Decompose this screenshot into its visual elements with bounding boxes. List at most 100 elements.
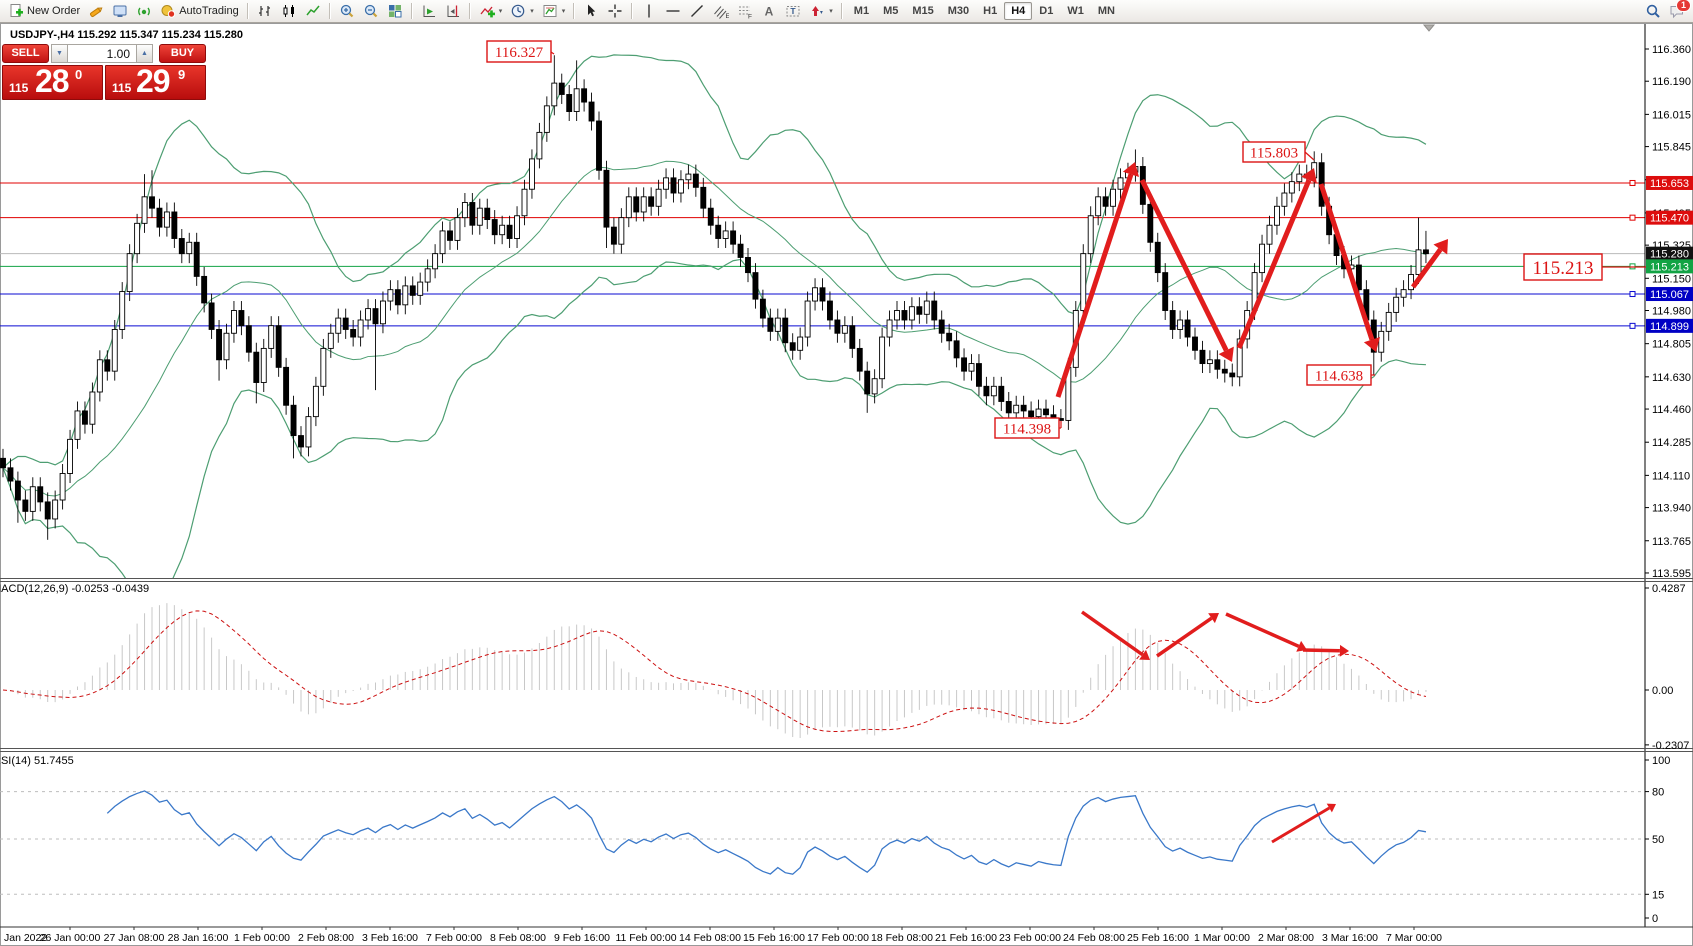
timeframe-button-h1[interactable]: H1 (983, 5, 998, 17)
macd-trend-arrows[interactable] (1080, 610, 1349, 660)
price-annotation-box[interactable] (994, 417, 1060, 439)
notifications-button[interactable]: 1 (1665, 0, 1691, 22)
timeframe-button-d1[interactable]: D1 (1039, 5, 1054, 17)
signals-button[interactable] (132, 0, 156, 22)
symbol-ohlc-line: USDJPY-,H4 115.292 115.347 115.234 115.2… (10, 29, 243, 41)
order-controls: SELL ▼ ▲ BUY (2, 44, 206, 63)
toolbar-separator (246, 3, 249, 19)
search-button[interactable] (1641, 0, 1665, 22)
templates-icon (542, 3, 558, 19)
trendline-icon (689, 3, 705, 19)
zoom-in-icon (339, 3, 355, 19)
text-icon: A (761, 3, 777, 19)
crosshair-button[interactable] (603, 0, 627, 22)
new-order-icon (8, 3, 24, 19)
price-axis-badge-label: 114.899 (1650, 321, 1689, 333)
fibo-icon: F (737, 3, 753, 19)
rsi-axis: 100 80 50 15 0 (1645, 755, 1670, 925)
bar-chart-button[interactable] (253, 0, 277, 22)
main-toolbar: New Order AutoTrading ▾ ▾ ▾ E F A T ▾ M1 M5 M15 M30 H1… (0, 0, 1693, 23)
macd-panel: MACD(12,26,9) -0.0253 -0.0439 (0, 583, 1427, 738)
svg-text:F: F (748, 14, 752, 20)
buy-button[interactable]: BUY (159, 44, 206, 63)
timeframe-button-m30[interactable]: M30 (947, 5, 970, 17)
sell-price-pips: 28 (35, 63, 70, 99)
cursor-button[interactable] (579, 0, 603, 22)
rsi-line (106, 790, 1427, 875)
price-annotation-box[interactable] (1242, 141, 1306, 163)
vertical-line-button[interactable] (637, 0, 661, 22)
price-axis-badge-label: 115.067 (1650, 289, 1689, 301)
volume-decrease-button[interactable]: ▼ (51, 44, 68, 63)
line-chart-button[interactable] (301, 0, 325, 22)
auto-scroll-button[interactable] (417, 0, 441, 22)
text-label-button[interactable]: T (781, 0, 805, 22)
zoom-in-button[interactable] (335, 0, 359, 22)
chart-shift-button[interactable] (441, 0, 465, 22)
time-axis-label: 1 Feb 00:00 (234, 932, 290, 944)
time-axis-label: 26 Jan 00:00 (40, 932, 101, 944)
price-tick-label: 113.595 (1652, 568, 1691, 580)
horizontal-line-button[interactable] (661, 0, 685, 22)
timeframe-button-mn[interactable]: MN (1097, 5, 1115, 17)
price-axis-badge (1646, 287, 1693, 302)
volume-increase-button[interactable]: ▲ (136, 44, 153, 63)
profiles-button[interactable] (108, 0, 132, 22)
price-annotation-box[interactable] (1306, 364, 1372, 386)
equidistant-channel-button[interactable]: E (709, 0, 733, 22)
templates-button[interactable]: ▾ (538, 0, 570, 22)
volume-input[interactable] (68, 44, 136, 63)
label-icon: T (785, 3, 801, 19)
autotrading-button[interactable]: AutoTrading (156, 0, 243, 22)
trend-zigzag-arrows[interactable] (1055, 162, 1448, 398)
sell-button[interactable]: SELL (2, 44, 49, 63)
price-annotation-box[interactable] (1523, 253, 1603, 281)
timeframe-button-h4[interactable]: H4 (1004, 2, 1033, 20)
rsi-axis-label: 15 (1652, 889, 1664, 901)
toolbar-button-label: AutoTrading (179, 5, 239, 17)
candlestick-chart-button[interactable] (277, 0, 301, 22)
quote-prices: 115 28 0 115 29 9 (2, 63, 206, 100)
chart-shift-icon (445, 3, 461, 19)
text-button[interactable]: A (757, 0, 781, 22)
price-axis-badge-label: 115.280 (1650, 249, 1689, 261)
timeframe-button-m1[interactable]: M1 (853, 5, 870, 17)
zoom-out-button[interactable] (359, 0, 383, 22)
svg-text:T: T (791, 6, 797, 16)
bar-chart-icon (257, 3, 273, 19)
time-axis-label: 18 Feb 08:00 (871, 932, 933, 944)
toolbar-separator (840, 3, 843, 19)
chevron-down-icon: ▼ (56, 50, 63, 57)
sell-price[interactable]: 115 28 0 (2, 63, 103, 100)
periods-button[interactable]: ▾ (506, 0, 538, 22)
candle-chart-icon (281, 3, 297, 19)
crayon-tool-button[interactable] (84, 0, 108, 22)
indicators-button[interactable]: ▾ (475, 0, 507, 22)
annotation-connector (1304, 151, 1315, 161)
time-axis-label: 9 Feb 16:00 (554, 932, 610, 944)
price-tick-label: 115.150 (1652, 273, 1691, 285)
time-axis-label: 2 Feb 08:00 (298, 932, 354, 944)
timeframe-button-m5[interactable]: M5 (883, 5, 899, 17)
price-tick-label: 113.940 (1652, 503, 1691, 515)
fibonacci-button[interactable]: F (733, 0, 757, 22)
chevron-down-icon: ▾ (498, 8, 503, 15)
trendline-button[interactable] (685, 0, 709, 22)
rsi-axis-label: 80 (1652, 787, 1664, 799)
vline-icon (641, 3, 657, 19)
timeframe-button-m15[interactable]: M15 (912, 5, 934, 17)
price-annotation-box[interactable] (486, 40, 552, 63)
time-axis-label: 14 Feb 08:00 (679, 932, 741, 944)
periods-icon (510, 3, 526, 19)
arrows-button[interactable]: ▾ (805, 0, 837, 22)
new-order-button[interactable]: New Order (4, 0, 84, 22)
time-axis-label: 11 Feb 00:00 (615, 932, 676, 944)
time-axis-label: 8 Feb 08:00 (490, 932, 546, 944)
timeframe-button-w1[interactable]: W1 (1067, 5, 1084, 17)
buy-price[interactable]: 115 29 9 (105, 63, 206, 100)
rsi-trend-arrows[interactable] (1271, 803, 1336, 844)
time-axis-label: 7 Feb 00:00 (426, 932, 482, 944)
tile-windows-button[interactable] (383, 0, 407, 22)
